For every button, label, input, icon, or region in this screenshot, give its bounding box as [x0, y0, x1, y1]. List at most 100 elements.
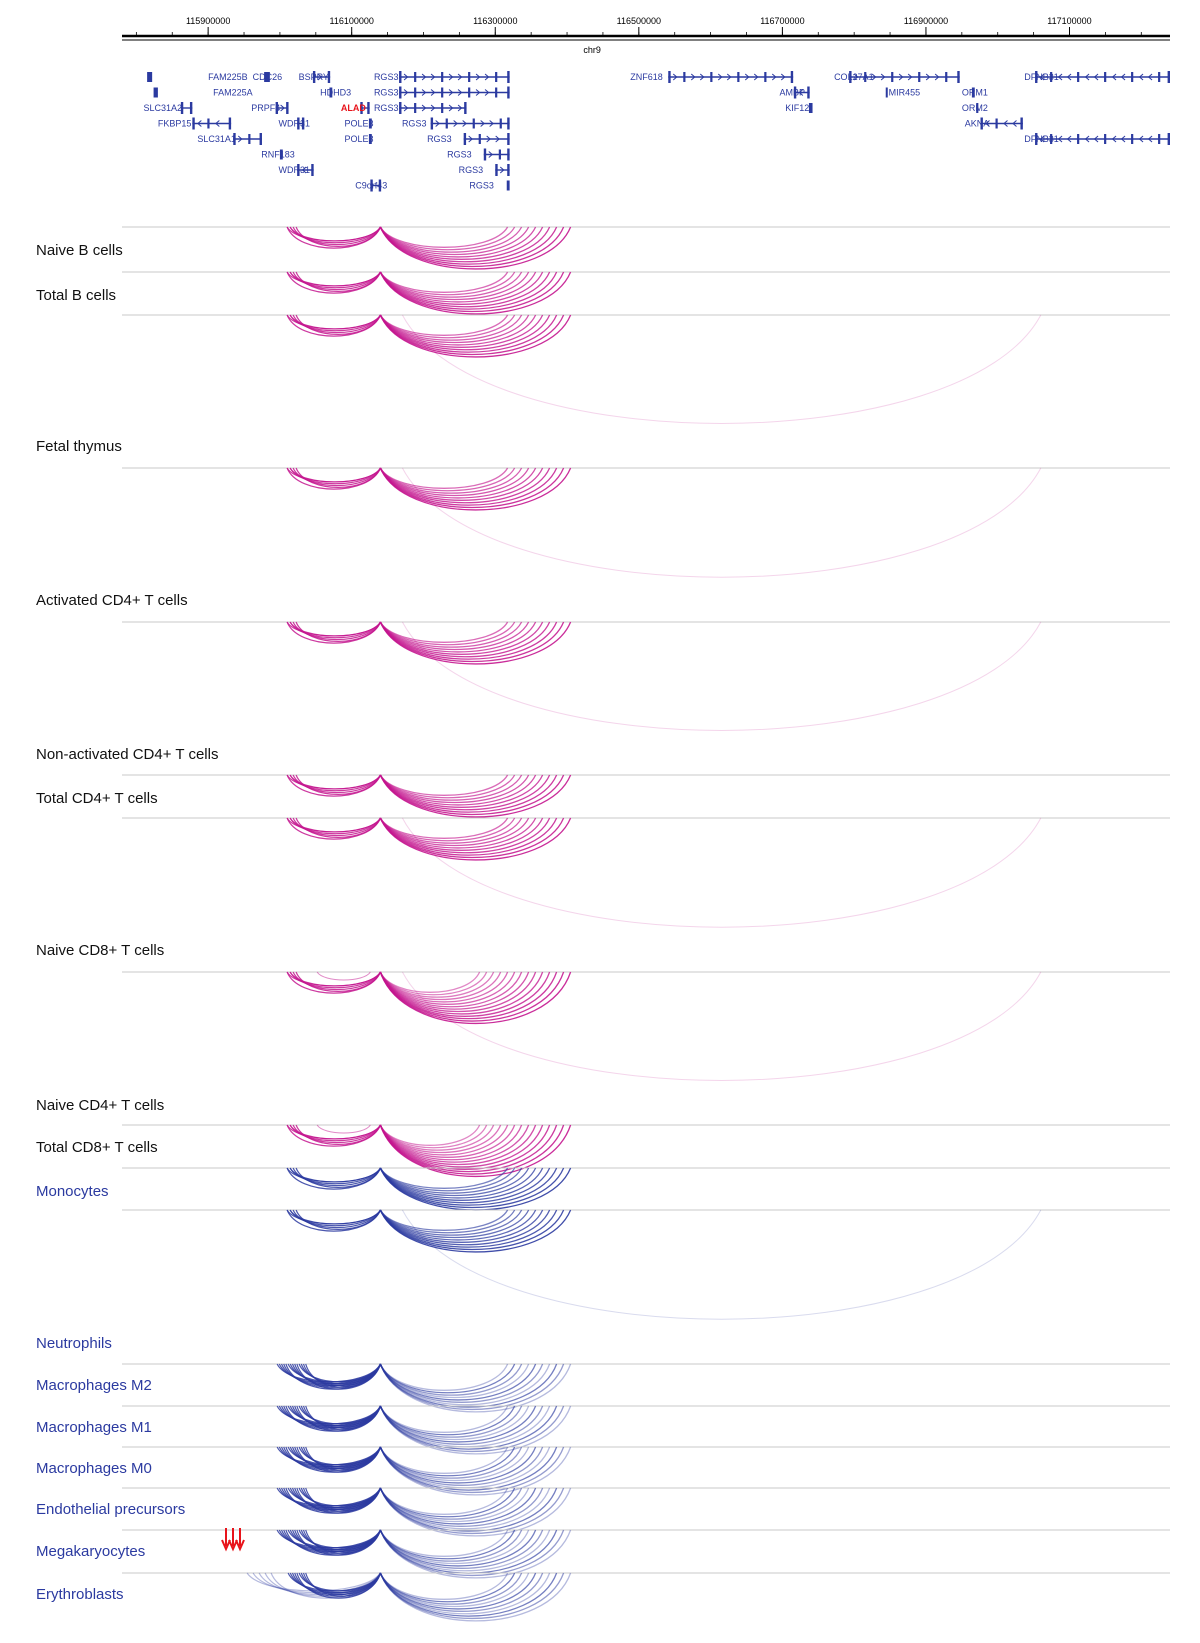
gene-exon — [311, 164, 314, 176]
gene-orm2[interactable]: ORM2 — [962, 103, 988, 113]
gene-body — [153, 87, 158, 98]
interaction-arc — [305, 1363, 381, 1388]
strand-chevron — [1039, 135, 1045, 143]
gene-rnf183[interactable]: RNF183 — [261, 149, 295, 160]
strand-chevron — [1120, 73, 1126, 81]
interaction-arc — [300, 1487, 381, 1509]
track-label: Non-activated CD4+ T cells — [36, 746, 218, 763]
track-label: Erythroblasts — [36, 1586, 124, 1603]
gene-exon — [445, 118, 448, 129]
gene-exon — [945, 72, 948, 82]
gene-rgs3[interactable]: RGS3 — [402, 117, 510, 130]
gene-hdhd3[interactable]: HDHD3 — [320, 87, 351, 98]
interaction-arc — [300, 1529, 381, 1551]
arrow-head-icon — [235, 1539, 245, 1552]
gene-cdc26[interactable]: CDC26 — [253, 72, 283, 82]
gene-alad[interactable]: ALAD — [341, 102, 370, 114]
gene-exon — [472, 118, 475, 129]
gene-orm1[interactable]: ORM1 — [962, 87, 988, 98]
gene-exon — [507, 71, 510, 83]
strand-chevron — [448, 104, 454, 112]
interaction-arc — [286, 314, 381, 337]
gene-body — [368, 118, 372, 129]
strand-chevron — [880, 73, 886, 81]
gene-rgs3[interactable]: RGS3 — [427, 133, 510, 145]
gene-exon — [1035, 133, 1038, 145]
gene-bspry[interactable]: BSPRY — [299, 71, 331, 83]
long-range-arc — [401, 467, 1042, 578]
interaction-arc — [379, 1446, 537, 1484]
gene-rgs3[interactable]: RGS3 — [374, 71, 510, 83]
gene-dfnb31[interactable]: DFNB31 — [1024, 133, 1170, 145]
gene-exon — [441, 72, 444, 82]
axis-tick-label: 116100000 — [330, 16, 374, 26]
gene-body — [808, 103, 813, 113]
gene-exon — [499, 118, 502, 129]
gene-body — [147, 72, 153, 82]
gene-rgs3[interactable]: RGS3 — [374, 102, 467, 114]
strand-chevron — [1093, 135, 1099, 143]
gene-slc31a2[interactable]: SLC31A2 — [144, 102, 193, 114]
track-naive-cd8-t-cells: Naive CD8+ T cells — [36, 817, 1170, 959]
strand-chevron — [985, 120, 990, 127]
track-label: Naive CD8+ T cells — [36, 942, 164, 959]
strand-chevron — [462, 120, 467, 127]
strand-chevron — [699, 73, 705, 81]
gene-pole3[interactable]: POLE3 — [345, 118, 374, 129]
gene-fam225a[interactable]: FAM225A — [153, 87, 253, 98]
gene-exon — [1167, 71, 1170, 83]
strand-chevron — [853, 73, 859, 81]
gene-exon — [495, 164, 498, 176]
gene-ambp[interactable]: AMBP — [780, 86, 810, 99]
gene-rgs3[interactable]: RGS3 — [374, 86, 510, 99]
gene-akna[interactable]: AKNA — [965, 117, 1023, 130]
gene-rgs3[interactable]: RGS3 — [469, 180, 510, 191]
gene-col27a1[interactable]: COL27A1 — [834, 71, 960, 83]
strand-chevron — [457, 73, 463, 81]
gene-wdr31[interactable]: WDR31 — [278, 164, 314, 176]
gene-mir455[interactable]: MIR455 — [885, 87, 920, 98]
chromosome-label: chr9 — [583, 45, 601, 55]
gene-c9orf43[interactable]: C9orf43 — [355, 179, 387, 192]
gene-label: SLC31A1 — [197, 134, 236, 144]
gene-pole3[interactable]: POLE3 — [345, 134, 374, 144]
strand-chevron — [215, 120, 220, 127]
strand-chevron — [421, 104, 427, 112]
red-arrows-marker — [221, 1528, 245, 1552]
gene-znf618[interactable]: ZNF618 — [630, 71, 794, 83]
gene-exon — [378, 179, 382, 192]
gene-rgs3[interactable]: RGS3 — [459, 164, 510, 176]
interaction-arc — [379, 314, 509, 336]
gene-exon — [414, 87, 417, 98]
gene-fkbp15[interactable]: FKBP15 — [158, 117, 232, 130]
gene-exon — [367, 102, 370, 114]
strand-chevron — [726, 73, 732, 81]
gene-exon — [737, 72, 740, 82]
gene-kif12[interactable]: KIF12 — [785, 103, 813, 113]
gene-prpf4[interactable]: PRPF4 — [251, 102, 289, 114]
interaction-arc — [300, 1446, 381, 1468]
interaction-arc — [379, 1405, 516, 1436]
track-label: Endothelial precursors — [36, 1501, 185, 1518]
gene-exon — [441, 103, 444, 113]
gene-rgs3[interactable]: RGS3 — [447, 148, 510, 161]
gene-exon — [259, 133, 262, 145]
gene-exon — [495, 72, 498, 82]
track-activated-cd4-t-cells: Activated CD4+ T cells — [36, 467, 1170, 609]
gene-exon — [180, 102, 184, 114]
gene-body — [368, 134, 372, 144]
gene-exon — [1050, 134, 1053, 144]
gene-fam225b[interactable]: FAM225B — [147, 72, 248, 82]
gene-exon — [710, 72, 713, 82]
interaction-arc — [379, 1572, 537, 1610]
gene-exon — [668, 71, 671, 83]
gene-dfnb31[interactable]: DFNB31 — [1024, 71, 1170, 83]
gene-slc31a1[interactable]: SLC31A1 — [197, 133, 262, 145]
gene-wdr31[interactable]: WDR31 — [278, 117, 310, 130]
gene-label: C9orf43 — [355, 181, 387, 191]
strand-chevron — [1147, 73, 1153, 81]
strand-chevron — [430, 73, 436, 81]
gene-label: RGS3 — [459, 165, 484, 175]
axis-tick-label: 116900000 — [904, 16, 948, 26]
strand-chevron — [421, 73, 427, 81]
